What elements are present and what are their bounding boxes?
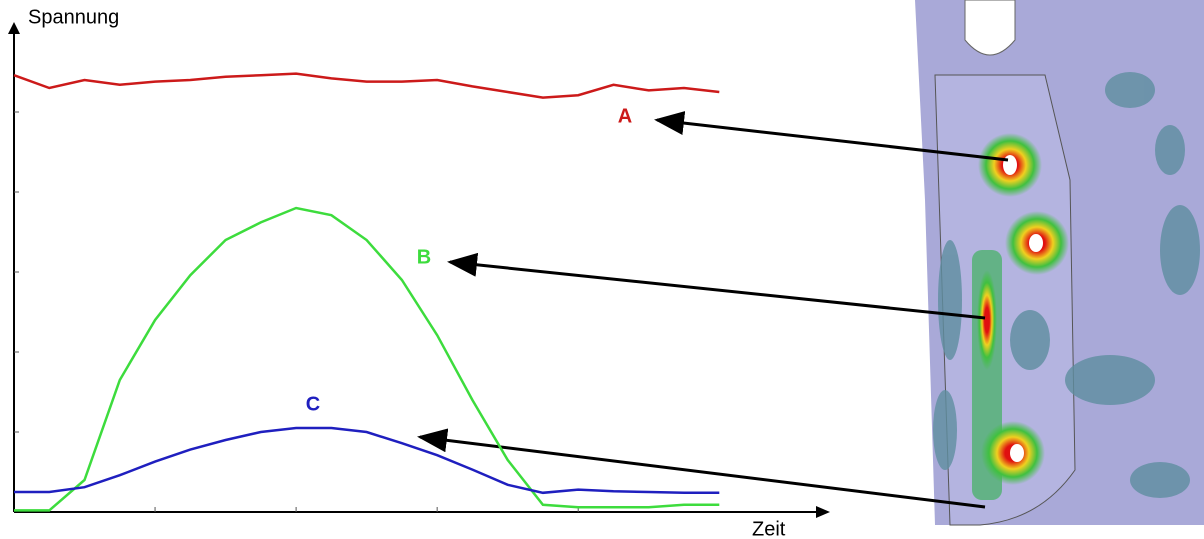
series-label: B [417,246,431,268]
page: Spannung Zeit A B C [0,0,1204,539]
x-axis-label: Zeit [752,518,786,539]
series-label: A [618,105,632,127]
series-label: C [306,393,320,415]
y-axis-arrow [8,22,20,34]
fem-picture [915,0,1204,525]
x-axis-arrow [816,506,830,518]
series-line [14,74,719,98]
arrows [420,120,1008,507]
y-axis-label: Spannung [28,6,119,28]
series-line [14,208,719,510]
